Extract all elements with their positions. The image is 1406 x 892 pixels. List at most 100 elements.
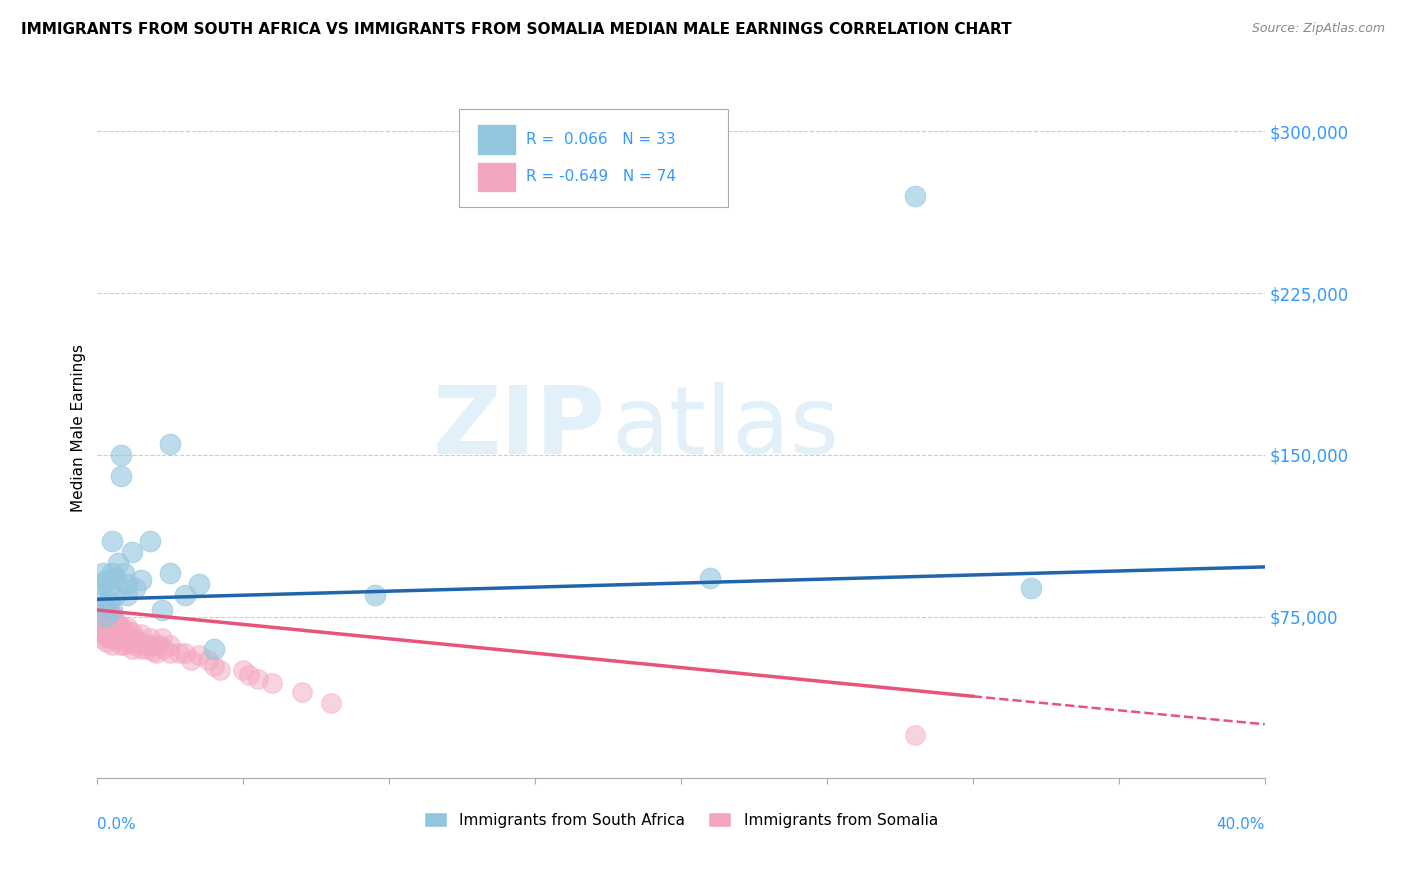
Point (94, 599, 117, 613)
Point (180, 652, 202, 666)
Point (1019, 582, 1042, 596)
Text: IMMIGRANTS FROM SOUTH AFRICA VS IMMIGRANTS FROM SOMALIA MEDIAN MALE EARNINGS COR: IMMIGRANTS FROM SOUTH AFRICA VS IMMIGRAN… (21, 22, 1012, 37)
Point (118, 624, 141, 639)
Text: R = -0.649   N = 74: R = -0.649 N = 74 (526, 169, 676, 185)
Point (124, 638, 146, 652)
Point (104, 614, 127, 628)
Point (148, 638, 170, 652)
Point (98, 614, 121, 628)
Point (98, 620, 121, 634)
Point (188, 577, 211, 591)
Point (107, 556, 129, 570)
Point (127, 635, 149, 649)
Point (89, 615, 111, 630)
Point (142, 644, 165, 658)
Point (115, 620, 138, 634)
Point (159, 638, 181, 652)
Point (129, 635, 152, 649)
Point (202, 641, 225, 656)
Point (110, 448, 132, 462)
Point (291, 685, 314, 699)
Point (98, 594, 121, 608)
Point (232, 664, 254, 678)
Point (115, 635, 138, 649)
Point (208, 664, 231, 678)
Point (139, 534, 162, 549)
Point (89, 624, 111, 639)
Point (101, 607, 124, 622)
Point (129, 641, 152, 656)
Point (167, 646, 190, 660)
Point (89, 588, 111, 602)
Point (101, 638, 124, 652)
Point (107, 615, 129, 630)
Point (98, 603, 121, 617)
Point (112, 638, 135, 652)
Point (101, 566, 124, 581)
Text: 40.0%: 40.0% (1216, 817, 1265, 831)
Point (145, 646, 167, 660)
Text: 0.0%: 0.0% (97, 817, 136, 831)
Point (129, 626, 152, 640)
Point (94, 620, 117, 634)
Point (94, 609, 117, 624)
Point (104, 588, 127, 602)
FancyBboxPatch shape (477, 124, 516, 154)
Point (91, 603, 114, 617)
Point (101, 631, 124, 645)
Point (98, 582, 121, 596)
Point (89, 577, 111, 591)
Point (139, 631, 162, 645)
Point (110, 624, 132, 639)
Point (101, 615, 124, 630)
Point (115, 588, 138, 602)
Point (262, 676, 284, 690)
Point (91, 626, 114, 640)
Point (110, 631, 132, 645)
Point (94, 573, 117, 587)
Point (98, 631, 121, 645)
Point (121, 545, 143, 559)
Point (101, 624, 124, 639)
Point (112, 631, 135, 645)
Point (112, 624, 135, 639)
Point (159, 437, 181, 451)
Point (363, 588, 385, 602)
Point (94, 626, 117, 640)
Point (104, 620, 127, 634)
Point (115, 626, 138, 640)
Text: Source: ZipAtlas.com: Source: ZipAtlas.com (1251, 22, 1385, 36)
Point (110, 620, 132, 634)
Point (159, 566, 181, 581)
Point (118, 631, 141, 645)
Point (136, 641, 159, 656)
Point (903, 189, 925, 203)
Text: ZIP: ZIP (432, 382, 605, 474)
Point (153, 641, 176, 656)
Point (121, 635, 143, 649)
Point (246, 672, 269, 686)
Point (94, 609, 117, 624)
Point (121, 641, 143, 656)
Point (101, 534, 124, 549)
Point (188, 648, 211, 663)
Point (121, 624, 143, 639)
Point (110, 638, 132, 652)
Point (238, 667, 260, 681)
Point (139, 638, 162, 652)
Point (903, 728, 925, 742)
Point (91, 566, 114, 581)
Point (107, 631, 129, 645)
Point (115, 577, 138, 591)
Point (132, 638, 155, 652)
Legend: Immigrants from South Africa, Immigrants from Somalia: Immigrants from South Africa, Immigrants… (418, 805, 943, 834)
FancyBboxPatch shape (477, 161, 516, 193)
Point (699, 571, 721, 585)
Y-axis label: Median Male Earnings: Median Male Earnings (72, 343, 86, 512)
Point (150, 631, 173, 645)
Point (124, 631, 146, 645)
Point (197, 652, 219, 666)
Point (124, 582, 146, 596)
Point (174, 588, 197, 602)
Point (104, 633, 127, 648)
